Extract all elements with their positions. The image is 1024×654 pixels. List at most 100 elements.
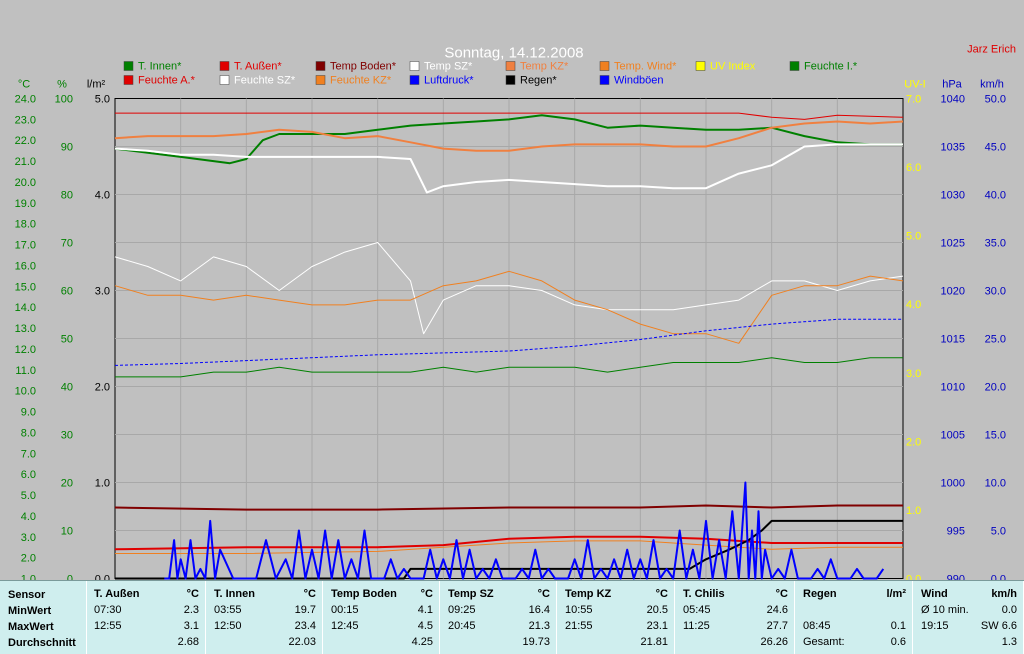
summary-column: T. Innen °C 03:55 19.7 12:50 23.4 22.03: [206, 581, 323, 654]
y-tick-label-temp: 5.0: [21, 490, 36, 502]
y-tick-label-humidity: 30: [61, 430, 73, 442]
summary-unit: °C: [537, 588, 550, 600]
y-tick-label-rain: 4.0: [95, 190, 110, 202]
summary-min-time: 00:15: [331, 604, 359, 616]
y-tick-label-pressure: 1005: [941, 430, 965, 442]
summary-row-labels: Sensor MinWert MaxWert Durchschnitt: [0, 581, 87, 654]
legend-label: Temp KZ*: [520, 61, 569, 73]
legend-swatch: [695, 61, 706, 71]
y-tick-label-pressure: 1020: [941, 286, 965, 298]
legend-swatch: [315, 61, 326, 71]
legend-swatch: [409, 61, 420, 71]
y-tick-label-pressure: 1025: [941, 238, 965, 250]
legend-label: Feuchte A.*: [138, 75, 196, 87]
y-tick-label-temp: 8.0: [21, 427, 36, 439]
y-tick-label-temp: 14.0: [15, 302, 36, 314]
summary-title: Wind: [921, 588, 948, 600]
y-tick-label-temp: 9.0: [21, 407, 36, 419]
summary-column: Temp KZ °C 10:55 20.5 21:55 23.1 21.81: [557, 581, 675, 654]
series-line: [114, 504, 903, 511]
summary-min: 20.5: [646, 604, 668, 616]
summary-max-time: 12:50: [214, 620, 242, 632]
y-tick-label-wind: 25.0: [985, 334, 1006, 346]
summary-max: 21.3: [528, 620, 550, 632]
legend-label: Regen*: [520, 75, 557, 87]
summary-max: SW 6.6: [980, 620, 1017, 632]
summary-max-time: 12:55: [94, 620, 122, 632]
y-tick-label-temp: 3.0: [21, 532, 36, 544]
legend-label: Temp SZ*: [424, 61, 473, 73]
summary-max-time: 08:45: [803, 620, 831, 632]
y-tick-label-uv: 7.0: [906, 94, 921, 106]
legend-swatch: [505, 75, 516, 85]
y-tick-label-pressure: 1040: [941, 94, 965, 106]
y-tick-label-humidity: 90: [61, 142, 73, 154]
y-tick-label-uv: 6.0: [906, 162, 921, 174]
summary-min-time: 07:30: [94, 604, 122, 616]
summary-min: 2.3: [183, 604, 199, 616]
y-tick-label-temp: 19.0: [15, 198, 36, 210]
y-tick-label-humidity: 40: [61, 382, 73, 394]
series-line: [164, 481, 885, 580]
chart-title: Sonntag, 14.12.2008: [444, 45, 583, 62]
summary-unit: °C: [186, 588, 199, 600]
series-line: [114, 535, 903, 551]
legend-label: T. Außen*: [234, 61, 282, 73]
y-tick-label-temp: 21.0: [15, 156, 36, 168]
y-tick-label-wind: 30.0: [985, 286, 1006, 298]
axis-units: °C% l/m² UV-I hPa km/h: [18, 79, 1004, 91]
y-tick-label-uv: 4.0: [906, 299, 921, 311]
y-tick-label-wind: 50.0: [985, 94, 1006, 106]
y-tick-label-humidity: 20: [61, 478, 73, 490]
summary-column: Wind km/h Ø 10 min. 0.0 19:15 SW 6.6 1.3: [913, 581, 1024, 654]
summary-avg: 0.6: [890, 636, 906, 648]
y-tick-label-wind: 40.0: [985, 190, 1006, 202]
y-tick-label-humidity: 80: [61, 190, 73, 202]
y-tick-label-humidity: 100: [55, 94, 73, 106]
legend-label: Feuchte SZ*: [234, 75, 296, 87]
summary-max-time: 19:15: [921, 620, 949, 632]
y-tick-label-uv: 3.0: [906, 368, 921, 380]
legend-swatch: [789, 61, 800, 71]
summary-title: T. Chilis: [683, 588, 725, 600]
summary-title: Temp KZ: [565, 588, 612, 600]
y-tick-label-pressure: 1035: [941, 142, 965, 154]
summary-min: 0.0: [1001, 604, 1017, 616]
y-tick-label-temp: 12.0: [15, 344, 36, 356]
series-line: [115, 112, 904, 120]
y-tick-label-uv: 5.0: [906, 231, 921, 243]
summary-avg: 19.73: [522, 636, 550, 648]
summary-max: 4.5: [417, 620, 433, 632]
legend-label: Temp. Wind*: [614, 61, 677, 73]
author-label: Jarz Erich: [967, 44, 1016, 56]
y-tick-label-temp: 7.0: [21, 448, 36, 460]
legend-label: Temp Boden*: [330, 61, 397, 73]
y-tick-label-temp: 17.0: [15, 240, 36, 252]
y-tick-label-wind: 15.0: [985, 430, 1006, 442]
summary-avg: 2.68: [177, 636, 199, 648]
row-label-avg: Durchschnitt: [8, 637, 76, 649]
legend-swatch: [505, 61, 516, 71]
summary-title: Regen: [803, 588, 837, 600]
summary-avg: 26.26: [760, 636, 788, 648]
series-line: [114, 143, 903, 194]
legend-swatch: [409, 75, 420, 85]
summary-avg: 4.25: [411, 636, 433, 648]
summary-column: T. Chilis °C 05:45 24.6 11:25 27.7 26.26: [675, 581, 795, 654]
summary-min: 16.4: [528, 604, 550, 616]
summary-max: 27.7: [766, 620, 788, 632]
summary-avg: 1.3: [1001, 636, 1017, 648]
y-tick-label-uv: 2.0: [906, 436, 921, 448]
summary-title: T. Innen: [214, 588, 255, 600]
summary-min: 19.7: [294, 604, 316, 616]
legend: T. Innen* T. Außen* Temp Boden* Temp SZ* Tem…: [123, 61, 858, 87]
summary-min-time: 09:25: [448, 604, 476, 616]
legend-swatch: [123, 61, 134, 71]
summary-min-time: Ø 10 min.: [921, 604, 969, 616]
summary-table: Sensor MinWert MaxWert Durchschnitt T. A…: [0, 580, 1024, 654]
summary-unit: °C: [775, 588, 788, 600]
summary-title: T. Außen: [94, 588, 140, 600]
summary-min: 4.1: [417, 604, 433, 616]
legend-label: Feuchte KZ*: [330, 75, 392, 87]
legend-label: Windböen: [614, 75, 664, 87]
